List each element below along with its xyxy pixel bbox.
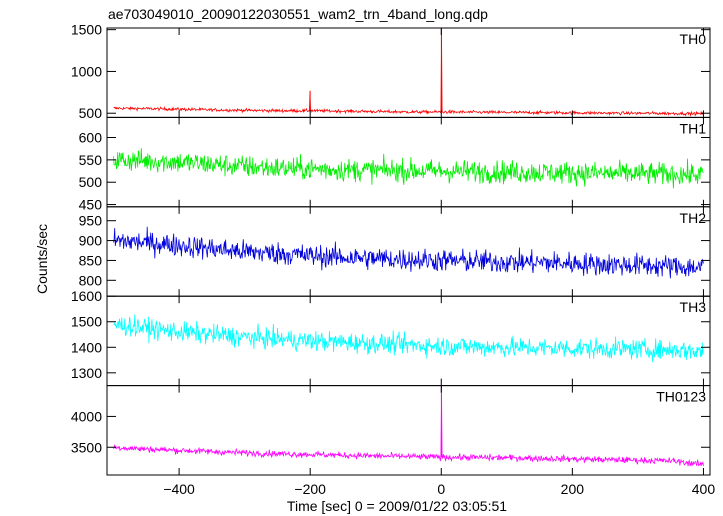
y-tick-label: 950: [79, 213, 103, 229]
y-tick-label: 500: [79, 105, 103, 121]
x-tick-label: 200: [561, 481, 585, 497]
series-line-th1: [113, 148, 704, 189]
y-tick-label: 1600: [71, 288, 102, 304]
panel-label: TH2: [680, 210, 707, 226]
series-line-th0123: [113, 385, 704, 467]
panel-label: TH0123: [656, 389, 706, 405]
y-tick-label: 500: [79, 174, 103, 190]
chart-panels: 500 1000 1500 TH0 450 500 550 600 TH1 800 850 900 95…: [71, 22, 715, 497]
series-line-th3: [113, 314, 704, 363]
y-tick-label: 1400: [71, 339, 102, 355]
series-line-th2: [113, 226, 704, 279]
series-line-th0: [113, 28, 704, 117]
panel-label: TH3: [680, 299, 707, 315]
x-tick-label: 400: [692, 481, 716, 497]
y-tick-label: 550: [79, 152, 103, 168]
panel-label: TH0: [680, 31, 707, 47]
y-tick-label: 850: [79, 252, 103, 268]
y-tick-label: 3500: [71, 439, 102, 455]
y-tick-label: 1500: [71, 22, 102, 38]
y-tick-label: 900: [79, 233, 103, 249]
y-axis-label: Counts/sec: [34, 224, 50, 294]
y-tick-label: 4000: [71, 408, 102, 424]
chart-title: ae703049010_20090122030551_wam2_trn_4ban…: [108, 6, 488, 22]
panel-frame: [106, 27, 711, 118]
panel-frame: [106, 385, 711, 476]
y-tick-label: 450: [79, 197, 103, 213]
y-tick-label: 1500: [71, 314, 102, 330]
x-tick-label: −200: [294, 481, 326, 497]
panel-frame: [106, 295, 711, 387]
x-tick-label: 0: [437, 481, 445, 497]
y-tick-label: 1300: [71, 365, 102, 381]
y-tick-label: 800: [79, 272, 103, 288]
x-tick-label: −400: [163, 481, 195, 497]
y-tick-label: 600: [79, 130, 103, 146]
panel-label: TH1: [680, 120, 707, 136]
x-axis-label: Time [sec] 0 = 2009/01/22 03:05:51: [287, 498, 507, 514]
y-tick-label: 1000: [71, 63, 102, 79]
